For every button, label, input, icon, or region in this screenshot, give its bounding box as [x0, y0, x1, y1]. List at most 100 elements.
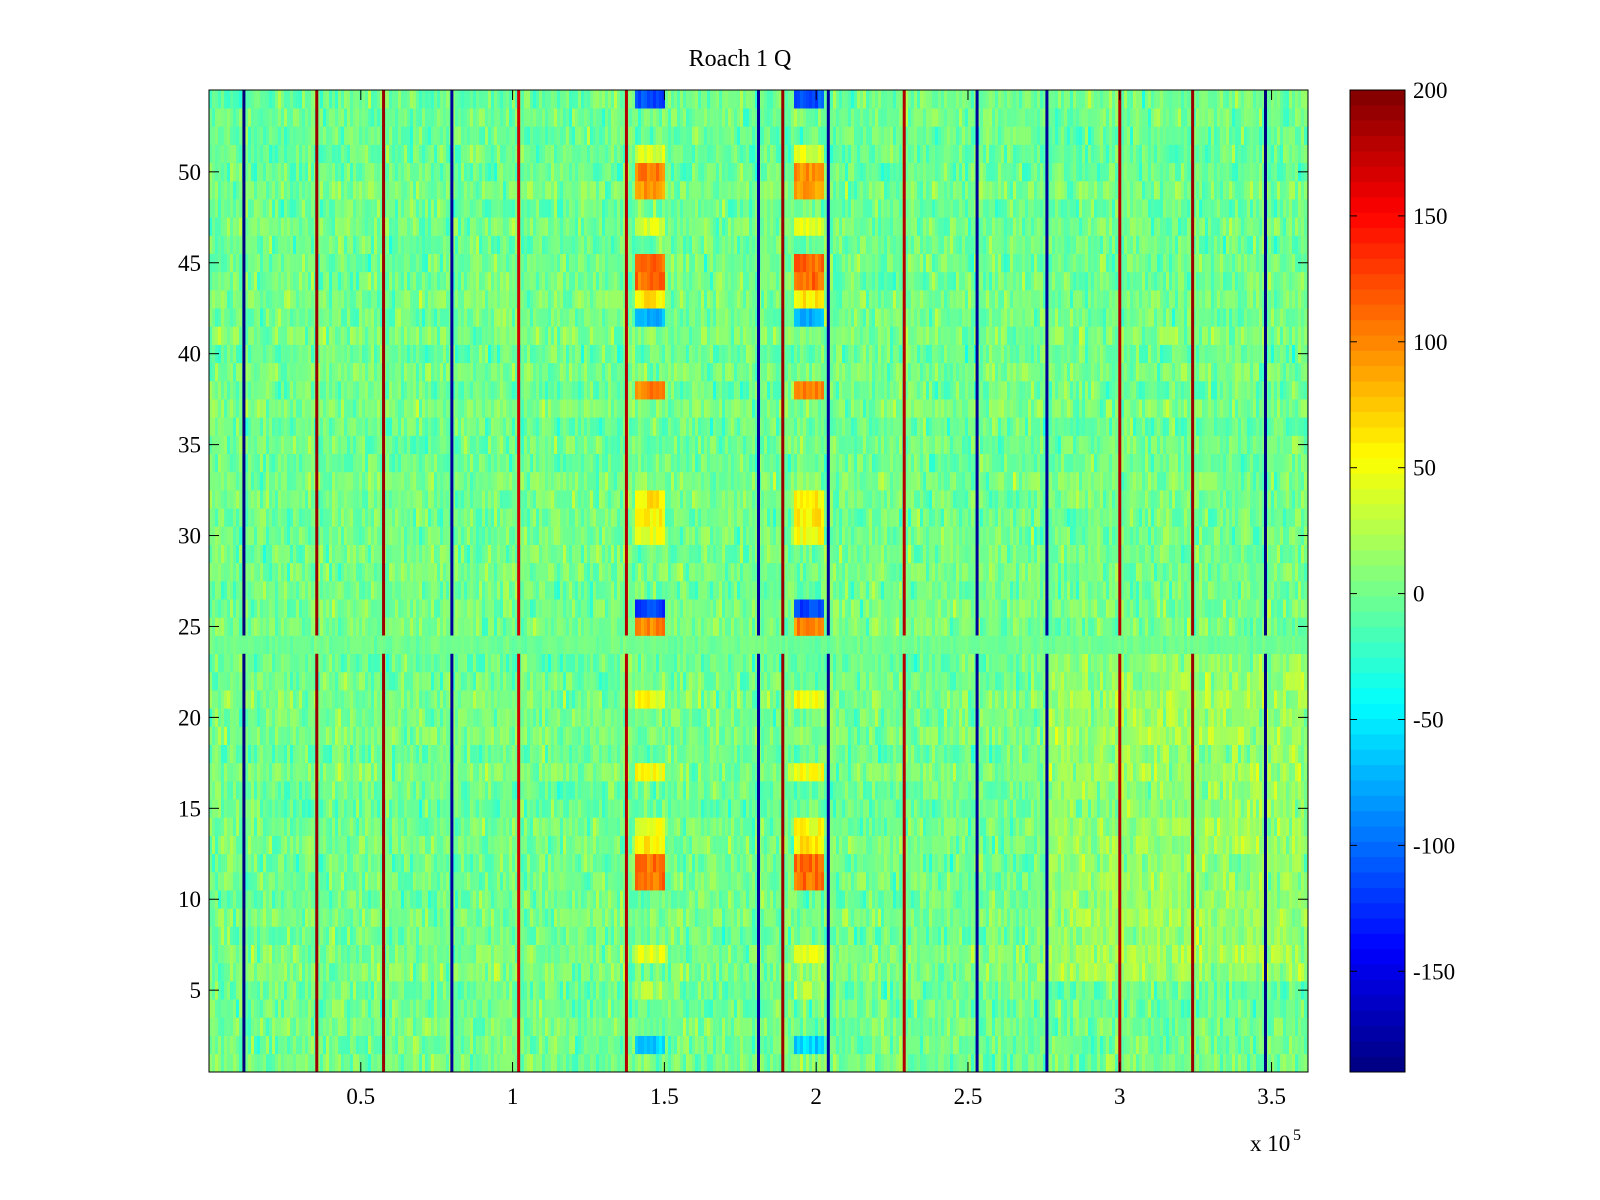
- heatmap-cell: [596, 945, 599, 963]
- heatmap-cell: [500, 927, 503, 945]
- heatmap-cell: [1163, 1036, 1166, 1054]
- heatmap-cell: [932, 1054, 935, 1072]
- heatmap-cell: [1220, 1017, 1223, 1035]
- heatmap-cell: [305, 945, 308, 963]
- heatmap-cell: [1136, 963, 1139, 981]
- heatmap-cell: [503, 1054, 506, 1072]
- heatmap-cell: [1013, 963, 1016, 981]
- heatmap-cell: [491, 1036, 494, 1054]
- heatmap-cell: [479, 1054, 482, 1072]
- heatmap-cell: [1286, 999, 1289, 1017]
- heatmap-cell: [734, 1036, 737, 1054]
- heatmap-cell: [1058, 945, 1061, 963]
- heatmap-cell: [440, 999, 443, 1017]
- heatmap-cell: [236, 999, 239, 1017]
- heatmap-cell: [1238, 1017, 1241, 1035]
- heatmap-cell: [1142, 945, 1145, 963]
- heatmap-cell: [236, 1054, 239, 1072]
- heatmap-cell: [251, 981, 254, 999]
- heatmap-cell: [1232, 999, 1235, 1017]
- heatmap-cell: [527, 927, 530, 945]
- heatmap-cell: [872, 1036, 875, 1054]
- heatmap-cell: [1166, 1036, 1169, 1054]
- heatmap-cell: [233, 1054, 236, 1072]
- heatmap-cell: [428, 1017, 431, 1035]
- heatmap-cell: [824, 1054, 827, 1072]
- heatmap-cell: [272, 945, 275, 963]
- heatmap-cell: [539, 1017, 542, 1035]
- heatmap-cell: [707, 1036, 710, 1054]
- heatmap-cell: [1214, 1017, 1217, 1035]
- heatmap-cell: [971, 1017, 974, 1035]
- heatmap-cell: [986, 981, 989, 999]
- heatmap-cell: [497, 1054, 500, 1072]
- heatmap-cell: [662, 999, 665, 1017]
- heatmap-cell: [320, 1054, 323, 1072]
- heatmap-cell: [407, 1054, 410, 1072]
- heatmap-cell: [269, 1017, 272, 1035]
- heatmap-cell: [275, 981, 278, 999]
- heatmap-cell: [1067, 981, 1070, 999]
- heatmap-cell: [680, 945, 683, 963]
- heatmap-cell: [1220, 963, 1223, 981]
- heatmap-cell: [224, 999, 227, 1017]
- heatmap-cell: [668, 981, 671, 999]
- heatmap-cell: [1085, 945, 1088, 963]
- heatmap-cell: [1217, 1054, 1220, 1072]
- heatmap-cell: [665, 1017, 668, 1035]
- heatmap-cell: [893, 945, 896, 963]
- heatmap-cell: [1142, 1036, 1145, 1054]
- heatmap-cell: [962, 1036, 965, 1054]
- heatmap-cell: [710, 1036, 713, 1054]
- heatmap-cell: [725, 981, 728, 999]
- heatmap-cell: [650, 1036, 653, 1054]
- heatmap-cell: [341, 945, 344, 963]
- heatmap-cell: [893, 1054, 896, 1072]
- heatmap-cell: [359, 963, 362, 981]
- heatmap-cell: [962, 981, 965, 999]
- heatmap-cell: [332, 1054, 335, 1072]
- heatmap-cell: [947, 1054, 950, 1072]
- heatmap-cell: [470, 1054, 473, 1072]
- heatmap-cell: [1172, 981, 1175, 999]
- heatmap-cell: [1151, 999, 1154, 1017]
- heatmap-cell: [1238, 963, 1241, 981]
- heatmap-cell: [767, 1054, 770, 1072]
- heatmap-cell: [1217, 963, 1220, 981]
- heatmap-cell: [1160, 999, 1163, 1017]
- heatmap-cell: [995, 1054, 998, 1072]
- heatmap-cell: [524, 999, 527, 1017]
- heatmap-cell: [1082, 1036, 1085, 1054]
- heatmap-cell: [809, 963, 812, 981]
- heatmap-cell: [872, 945, 875, 963]
- heatmap-cell: [887, 927, 890, 945]
- heatmap-cell: [797, 1054, 800, 1072]
- heatmap-cell: [419, 999, 422, 1017]
- heatmap-cell: [263, 1017, 266, 1035]
- heatmap-cell: [392, 1017, 395, 1035]
- heatmap-cell: [1139, 1017, 1142, 1035]
- heatmap-cell: [1283, 963, 1286, 981]
- heatmap-cell: [704, 1054, 707, 1072]
- heatmap-cell: [728, 927, 731, 945]
- heatmap-cell: [1055, 945, 1058, 963]
- heatmap-cell: [464, 963, 467, 981]
- heatmap-cell: [1025, 1036, 1028, 1054]
- heatmap-cell: [683, 981, 686, 999]
- heatmap-cell: [1208, 1036, 1211, 1054]
- heatmap-cell: [311, 999, 314, 1017]
- heatmap-cell: [323, 927, 326, 945]
- heatmap-cell: [908, 999, 911, 1017]
- heatmap-cell: [416, 999, 419, 1017]
- heatmap-cell: [980, 1036, 983, 1054]
- heatmap-cell: [722, 927, 725, 945]
- heatmap-cell: [1157, 981, 1160, 999]
- heatmap-cell: [1256, 999, 1259, 1017]
- heatmap-cell: [968, 981, 971, 999]
- heatmap-cell: [1037, 1017, 1040, 1035]
- heatmap-cell: [692, 945, 695, 963]
- heatmap-cell: [1085, 1054, 1088, 1072]
- heatmap-cell: [221, 1054, 224, 1072]
- heatmap-cell: [422, 1036, 425, 1054]
- heatmap-cell: [218, 963, 221, 981]
